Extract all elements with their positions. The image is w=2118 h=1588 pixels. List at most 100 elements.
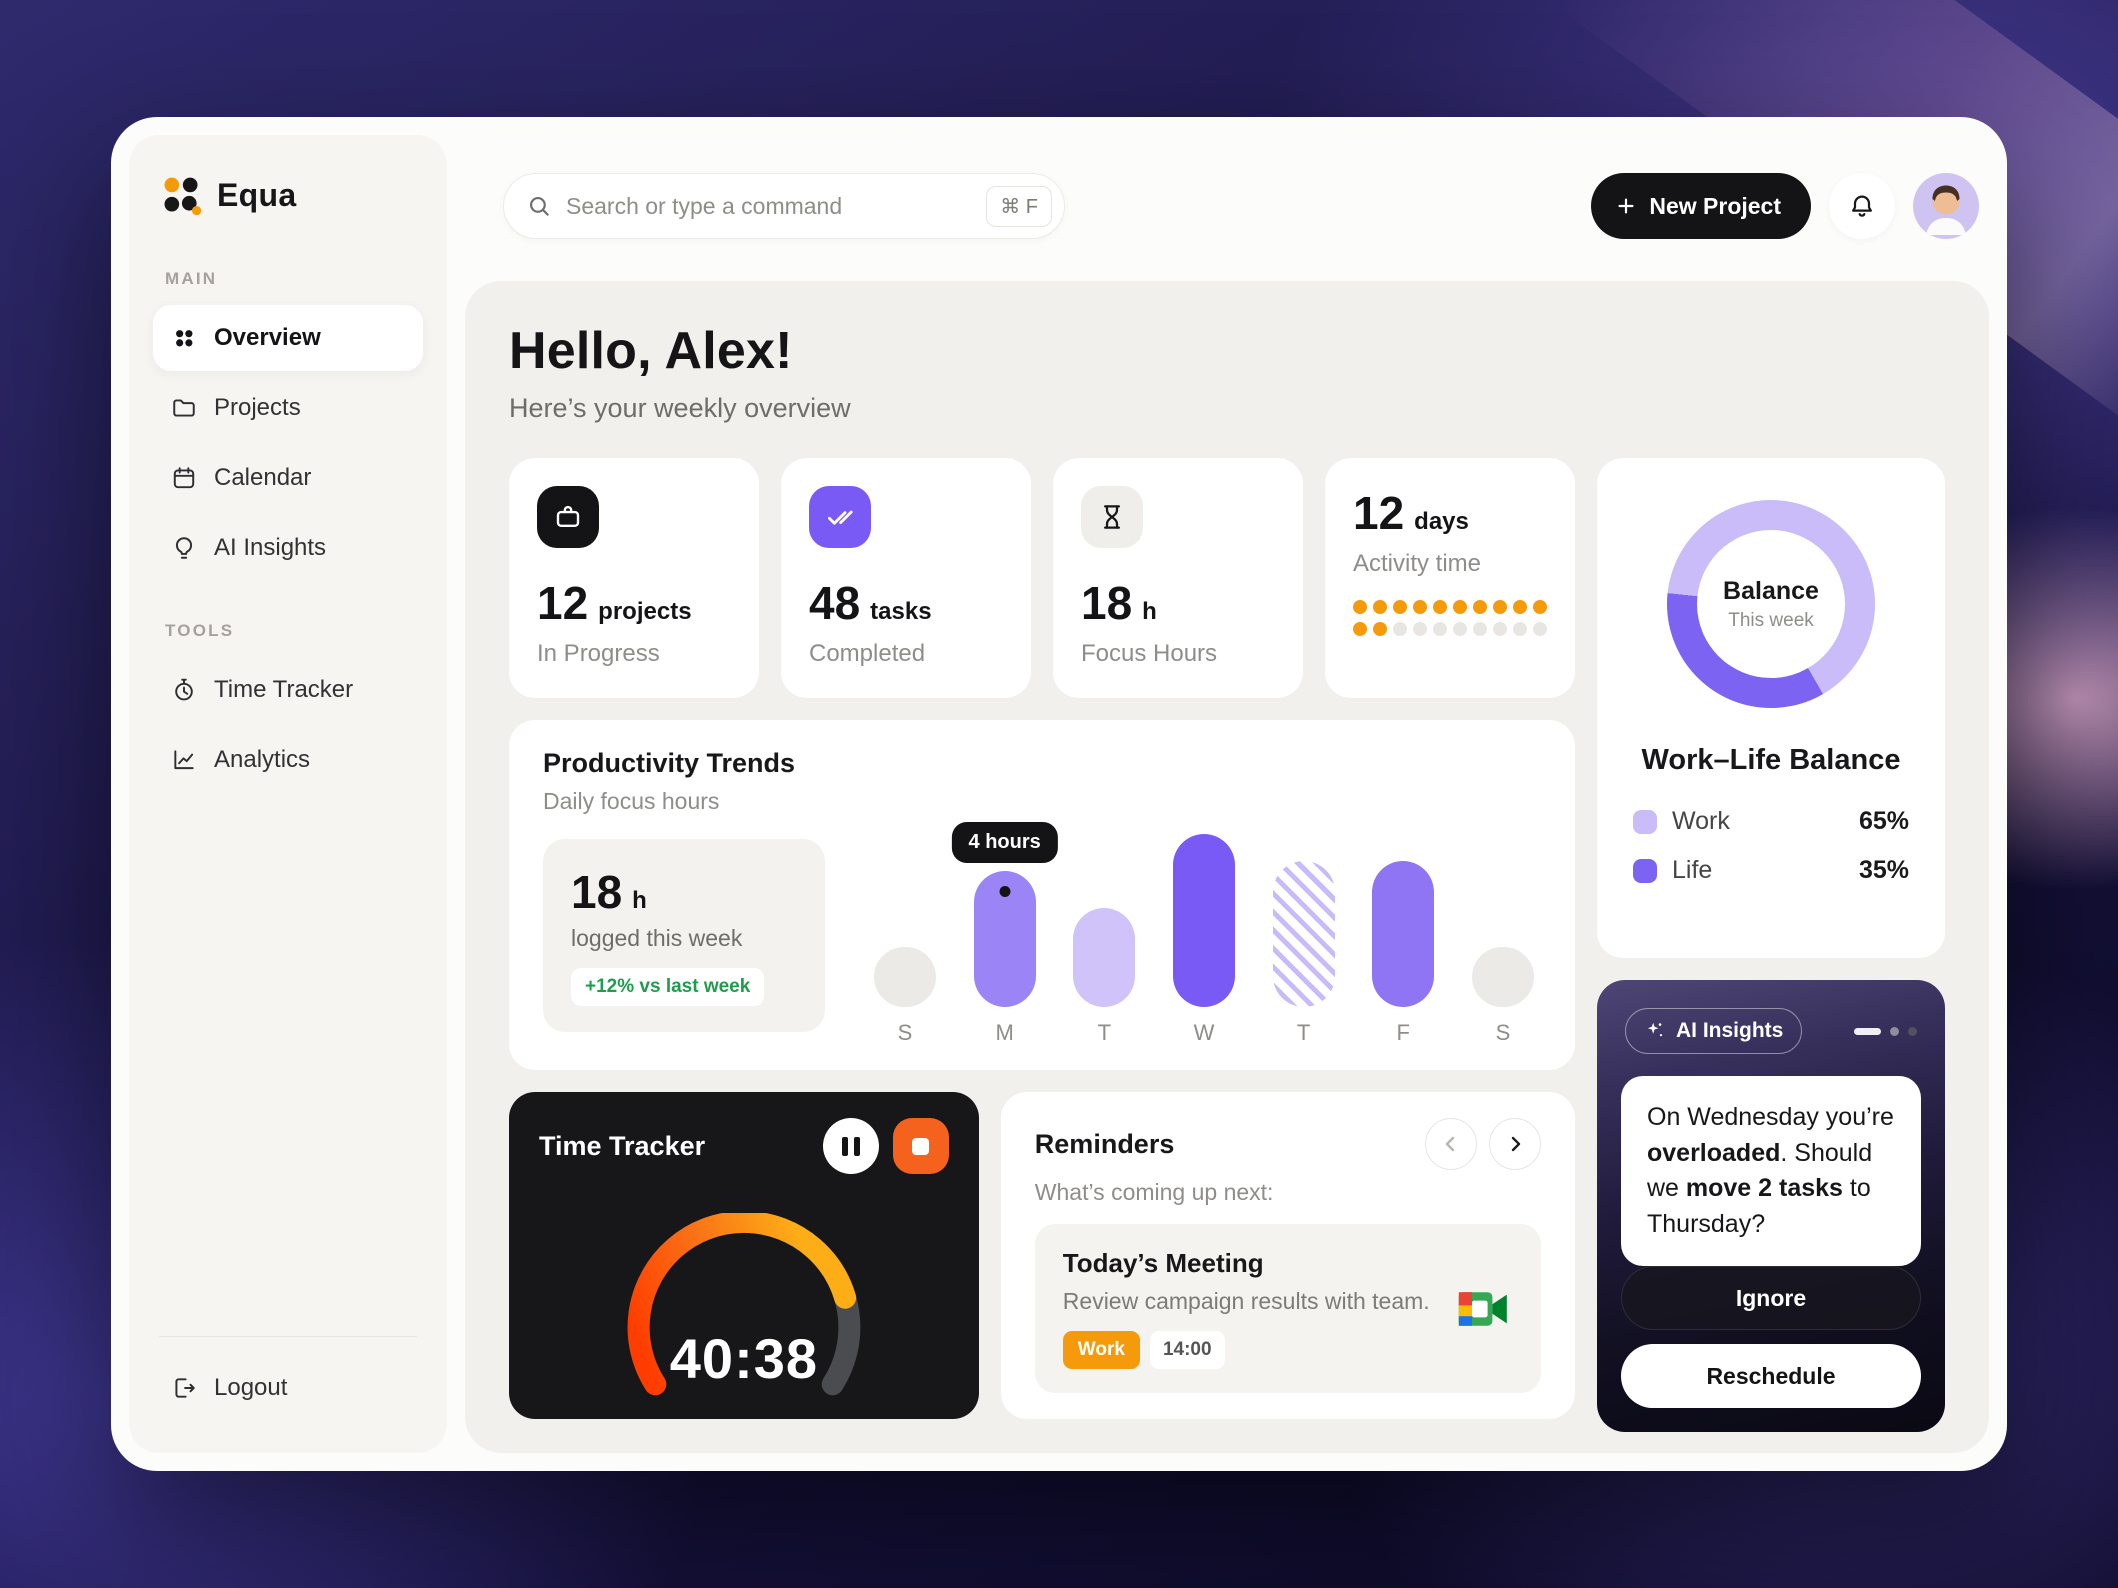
stop-button[interactable] [892, 1118, 949, 1174]
tooltip-anchor-dot [999, 886, 1011, 897]
stats-row: 12 projects In Progress [509, 458, 1575, 698]
sidebar-item-overview[interactable]: Overview [153, 305, 423, 371]
stat-unit: days [1414, 508, 1469, 535]
balance-legend: Work 65% Life 35% [1627, 807, 1915, 905]
stat-value: 12 [1353, 487, 1405, 539]
reminder-item[interactable]: Today’s Meeting Review campaign results … [1034, 1224, 1541, 1393]
stat-value: 48 [809, 577, 861, 629]
activity-dot [1393, 622, 1407, 636]
stat-value: 18 [1081, 577, 1133, 629]
analytics-icon [171, 747, 197, 773]
sidebar-item-ai-insights[interactable]: AI Insights [153, 515, 423, 581]
stat-label: In Progress [537, 640, 660, 667]
bar-column-4[interactable]: T [1272, 829, 1336, 1045]
ai-pill-label: AI Insights [1676, 1019, 1784, 1042]
bar-column-2[interactable]: T [1072, 829, 1136, 1045]
bar [874, 947, 936, 1007]
sidebar-section-tools: TOOLS [165, 621, 235, 640]
donut-center-subtitle: This week [1728, 609, 1814, 631]
stat-card-tasks[interactable]: 48 tasks Completed [781, 458, 1031, 698]
stat-card-focus-hours[interactable]: 18 h Focus Hours [1053, 458, 1303, 698]
work-life-balance-card: Balance This week Work–Life Balance Work… [1597, 458, 1945, 958]
work-swatch [1633, 809, 1657, 834]
time-badge: 14:00 [1149, 1331, 1225, 1369]
user-avatar[interactable] [1913, 173, 1979, 239]
legend-row-life: Life 35% [1633, 856, 1909, 885]
search-shortcut: ⌘ F [986, 185, 1052, 227]
sidebar-item-calendar[interactable]: Calendar [153, 445, 423, 511]
activity-dot [1373, 600, 1387, 614]
sidebar-item-projects[interactable]: Projects [153, 375, 423, 441]
calendar-icon [171, 465, 197, 491]
stat-unit: projects [598, 598, 692, 625]
day-label: F [1396, 1020, 1410, 1045]
bar-column-0[interactable]: S [873, 829, 937, 1045]
activity-dot [1533, 600, 1547, 614]
activity-dot [1473, 622, 1487, 636]
day-label: M [995, 1020, 1014, 1045]
reminders-title: Reminders [1034, 1128, 1175, 1159]
activity-dot [1433, 622, 1447, 636]
hourglass-icon [1081, 486, 1143, 548]
productivity-subtitle: Daily focus hours [543, 788, 720, 814]
search-icon [526, 193, 552, 219]
donut-center-title: Balance [1723, 576, 1819, 605]
logout-button[interactable]: Logout [153, 1355, 423, 1421]
bar-column-1[interactable]: M 4 hours [951, 822, 1058, 1045]
new-project-button[interactable]: New Project [1591, 173, 1811, 239]
reminders-card: Reminders [1000, 1092, 1575, 1419]
activity-dot-grid [1353, 600, 1547, 636]
bar-column-5[interactable]: F [1371, 829, 1435, 1045]
life-label: Life [1672, 856, 1713, 884]
ai-message-bubble: On Wednesday you’re overloaded. Should w… [1621, 1076, 1921, 1266]
next-button[interactable] [1488, 1118, 1541, 1170]
work-tag-badge: Work [1062, 1331, 1140, 1369]
ai-message-text: On Wednesday you’re overloaded. Should w… [1647, 1103, 1894, 1238]
reschedule-button[interactable]: Reschedule [1621, 1344, 1921, 1408]
stat-card-activity[interactable]: 12 days Activity time [1325, 458, 1575, 698]
greeting-subtitle: Here’s your weekly overview [509, 393, 851, 423]
sidebar-item-label: Projects [214, 394, 301, 421]
stat-card-projects[interactable]: 12 projects In Progress [509, 458, 759, 698]
minimize-icon[interactable] [1854, 1027, 1881, 1035]
activity-dot [1433, 600, 1447, 614]
app-window: Equa MAIN Overview Projects [111, 117, 2007, 1471]
sidebar-item-label: Calendar [214, 464, 312, 491]
logo-icon [159, 173, 203, 217]
logged-hours-value: 18 [571, 865, 623, 918]
search-input[interactable] [566, 192, 973, 220]
activity-dot [1473, 600, 1487, 614]
activity-dot [1393, 600, 1407, 614]
activity-dot [1493, 600, 1507, 614]
work-value: 65% [1858, 807, 1909, 835]
sidebar-item-label: Time Tracker [214, 676, 354, 703]
previous-button[interactable] [1424, 1118, 1477, 1170]
dashboard-panel: Hello, Alex! Here’s your weekly overview [465, 281, 1989, 1453]
activity-dot [1413, 622, 1427, 636]
app-logo: Equa [159, 173, 419, 217]
balance-title: Work–Life Balance [1641, 744, 1901, 776]
day-label: W [1193, 1020, 1215, 1045]
stat-label: Activity time [1353, 550, 1482, 577]
bar-column-3[interactable]: W [1172, 829, 1236, 1045]
pause-button[interactable] [822, 1118, 879, 1174]
notifications-button[interactable] [1829, 173, 1895, 239]
stat-label: Completed [809, 640, 926, 667]
activity-dot [1413, 600, 1427, 614]
bar [1073, 908, 1136, 1007]
folder-icon [171, 395, 197, 421]
life-swatch [1633, 858, 1657, 883]
activity-dot [1453, 600, 1467, 614]
timer-readout: 40:38 [669, 1327, 819, 1390]
sidebar-item-time-tracker[interactable]: Time Tracker [153, 657, 423, 723]
day-label: T [1097, 1020, 1112, 1045]
ignore-button[interactable]: Ignore [1621, 1266, 1921, 1330]
bar-column-6[interactable]: S [1471, 829, 1535, 1045]
timer-gauge [509, 1213, 979, 1415]
activity-dot [1353, 622, 1367, 636]
sidebar-item-analytics[interactable]: Analytics [153, 727, 423, 793]
sidebar-item-label: Overview [214, 324, 321, 351]
search-bar[interactable]: ⌘ F [503, 173, 1065, 239]
balance-donut: Balance This week [1667, 500, 1875, 708]
bell-icon [1848, 192, 1876, 220]
